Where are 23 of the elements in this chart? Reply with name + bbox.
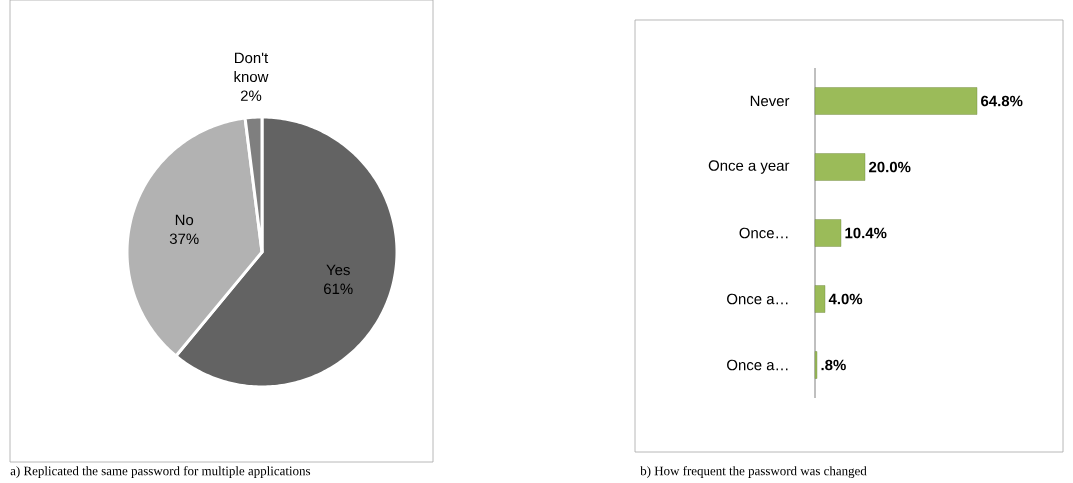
bar bbox=[814, 87, 978, 115]
bar bbox=[814, 153, 866, 181]
bar bbox=[814, 285, 826, 313]
data-label: .8% bbox=[821, 359, 846, 371]
data-label: 64.8% bbox=[981, 95, 1023, 107]
y-tick-label: Once… bbox=[739, 227, 788, 239]
bar bbox=[814, 351, 818, 379]
data-label: 20.0% bbox=[869, 161, 911, 173]
y-tick-label: Never bbox=[750, 95, 790, 107]
data-label: 10.4% bbox=[845, 227, 887, 239]
text: a) Replicated the same password for multiple applications bbox=[10, 466, 311, 478]
data-label: 61% bbox=[324, 283, 353, 295]
slice-label: No bbox=[175, 214, 194, 226]
slice-label: Don't know bbox=[234, 52, 269, 83]
slice-label: Yes bbox=[326, 264, 350, 276]
y-tick-label: Once a… bbox=[727, 359, 788, 371]
data-label: 37% bbox=[169, 233, 199, 245]
text: b) How frequent the password was changed bbox=[640, 466, 867, 478]
data-label: 4.0% bbox=[828, 293, 863, 305]
bar bbox=[814, 219, 842, 247]
y-tick-label: Once a… bbox=[727, 293, 788, 305]
data-label: 2% bbox=[240, 90, 262, 101]
y-tick-label: Once a year bbox=[708, 160, 790, 174]
